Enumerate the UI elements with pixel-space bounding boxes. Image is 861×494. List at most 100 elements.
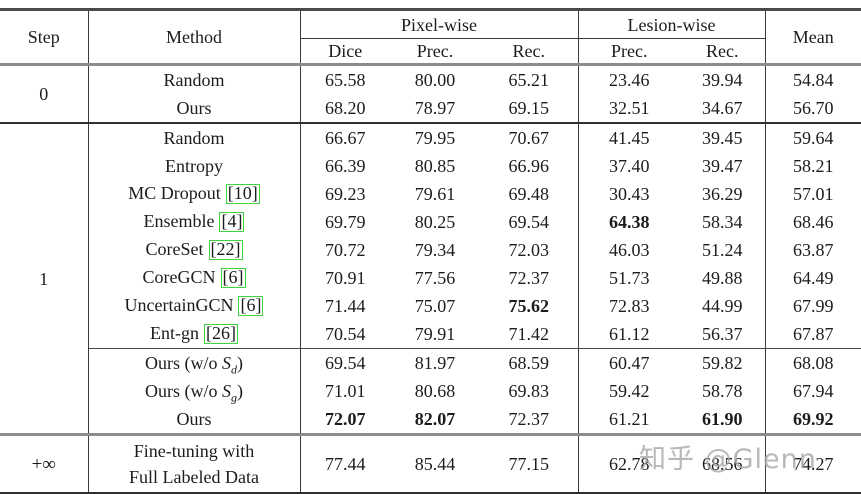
header-lesion-prec: Prec. xyxy=(611,41,648,61)
lesion-rec-cell: 49.88 xyxy=(680,264,766,292)
dice-cell: 70.54 xyxy=(325,324,366,344)
pixel-prec-cell: 85.44 xyxy=(390,433,480,493)
row-step1-entropy: Entropy 66.39 80.85 66.96 37.40 39.47 58… xyxy=(0,152,861,180)
pixel-prec-cell: 79.91 xyxy=(414,324,456,344)
pixel-rec-cell: 69.15 xyxy=(480,94,579,123)
method-cell: Random xyxy=(88,63,301,94)
mean-cell: 68.08 xyxy=(765,348,861,377)
method-paren: ) xyxy=(237,381,243,401)
pixel-rec-cell: 68.59 xyxy=(480,348,579,377)
pixel-prec-cell: 79.34 xyxy=(414,240,456,260)
method-cell: Ours xyxy=(88,94,301,123)
method-cell: Fine-tuning with Full Labeled Data xyxy=(88,433,301,493)
row-step1-ours: Ours 72.07 82.07 72.37 61.21 61.90 69.92 xyxy=(0,405,861,435)
lesion-prec-cell: 62.78 xyxy=(578,433,681,493)
header-mean: Mean xyxy=(792,27,834,47)
mean-cell: 68.46 xyxy=(793,212,834,232)
method-cell: CoreSet [22] xyxy=(88,236,301,264)
header-pixel-wise-group: Pixel-wise xyxy=(300,9,579,39)
mean-cell: 67.99 xyxy=(793,296,834,316)
method-cell: Ent-gn [26] xyxy=(88,320,301,349)
lesion-prec-cell: 30.43 xyxy=(609,184,650,204)
method-subscript: g xyxy=(231,390,237,405)
lesion-prec-cell: 41.45 xyxy=(578,122,681,152)
dice-cell: 71.44 xyxy=(325,296,366,316)
pixel-rec-cell: 66.96 xyxy=(480,152,579,180)
pixel-prec-cell: 81.97 xyxy=(390,348,480,377)
mean-cell: 67.87 xyxy=(793,324,834,344)
method-cell: Ours (w/o Sg) xyxy=(88,377,301,405)
citation-link: [4] xyxy=(219,211,245,232)
header-step: Step xyxy=(0,9,89,65)
pixel-prec-cell: 78.97 xyxy=(414,98,456,118)
lesion-rec-cell: 68.56 xyxy=(680,433,766,493)
row-step1-mc-dropout: MC Dropout [10] 69.23 79.61 69.48 30.43 3… xyxy=(0,180,861,208)
mean-cell: 59.64 xyxy=(765,122,861,152)
citation-link: [6] xyxy=(220,267,246,288)
pixel-rec-cell: 69.83 xyxy=(480,377,579,405)
lesion-prec-cell: 61.12 xyxy=(609,324,650,344)
mean-cell: 63.87 xyxy=(793,240,834,260)
header-method: Method xyxy=(88,9,301,65)
lesion-rec-cell: 58.34 xyxy=(680,208,766,236)
method-paren: ) xyxy=(237,353,243,373)
pixel-rec-cell: 69.48 xyxy=(480,180,579,208)
pixel-rec-cell: 70.67 xyxy=(480,122,579,152)
method-label: CoreSet xyxy=(145,239,204,260)
lesion-rec-cell: 44.99 xyxy=(680,292,766,320)
pixel-rec-cell: 72.37 xyxy=(480,405,579,435)
header-row-metrics: Dice Prec. Rec. Prec. Rec. xyxy=(0,38,861,65)
method-line-2: Full Labeled Data xyxy=(129,467,259,487)
row-step1-ensemble: Ensemble [4] 69.79 80.25 69.54 64.38 58.3… xyxy=(0,208,861,236)
header-lesion-wise-group: Lesion-wise xyxy=(578,9,766,39)
pixel-rec-cell: 69.54 xyxy=(480,208,579,236)
row-step1-random: 1 Random 66.67 79.95 70.67 41.45 39.45 5… xyxy=(0,122,861,435)
lesion-rec-cell: 56.37 xyxy=(680,320,766,349)
method-cell: Ours xyxy=(88,405,301,435)
row-step1-ent-gn: Ent-gn [26] 70.54 79.91 71.42 61.12 56.37… xyxy=(0,320,861,349)
lesion-prec-cell: 37.40 xyxy=(609,156,650,176)
method-label: Ours (w/o xyxy=(145,381,222,401)
pixel-prec-cell: 80.85 xyxy=(414,156,456,176)
header-pixel-prec: Prec. xyxy=(416,41,454,61)
lesion-rec-cell: 39.47 xyxy=(680,152,766,180)
results-table: Step Method Pixel-wise Lesion-wise Mean … xyxy=(0,8,861,494)
method-cell: Ours (w/o Sd) xyxy=(88,348,301,377)
lesion-prec-cell: 46.03 xyxy=(609,240,650,260)
zhihu-watermark: 知乎 @Glenn xyxy=(639,444,817,475)
row-full-data: +∞ Fine-tuning with Full Labeled Data 77… xyxy=(0,433,861,493)
method-symbol: S xyxy=(222,381,231,401)
lesion-prec-cell: 51.73 xyxy=(609,268,650,288)
mean-cell: 69.92 xyxy=(793,409,834,429)
dice-cell: 69.54 xyxy=(300,348,390,377)
method-label: MC Dropout xyxy=(128,183,221,204)
pixel-prec-cell: 77.56 xyxy=(414,268,456,288)
method-cell: Random xyxy=(88,122,301,152)
pixel-prec-cell: 80.68 xyxy=(414,381,456,401)
pixel-rec-cell: 72.37 xyxy=(480,264,579,292)
row-step0-random: 0 Random 65.58 80.00 65.21 23.46 39.94 5… xyxy=(0,63,861,123)
pixel-prec-cell: 80.25 xyxy=(414,212,456,232)
pixel-prec-cell: 80.00 xyxy=(390,63,480,94)
lesion-rec-cell: 39.94 xyxy=(680,63,766,94)
mean-cell: 64.49 xyxy=(793,268,834,288)
method-symbol: S xyxy=(222,353,231,373)
pixel-rec-cell: 72.03 xyxy=(480,236,579,264)
header-pixel-rec: Rec. xyxy=(480,38,579,65)
lesion-rec-cell: 36.29 xyxy=(680,180,766,208)
dice-cell: 70.72 xyxy=(325,240,366,260)
lesion-prec-cell: 61.21 xyxy=(609,409,650,429)
mean-cell: 58.21 xyxy=(793,156,834,176)
lesion-prec-cell: 59.42 xyxy=(609,381,650,401)
method-cell: UncertainGCN [6] xyxy=(88,292,301,320)
method-label: Ours (w/o xyxy=(145,353,222,373)
mean-cell: 57.01 xyxy=(793,184,834,204)
citation-link: [6] xyxy=(238,295,264,316)
lesion-rec-cell: 34.67 xyxy=(680,94,766,123)
lesion-prec-cell: 64.38 xyxy=(609,212,650,232)
header-row-groups: Step Method Pixel-wise Lesion-wise Mean xyxy=(0,9,861,65)
row-step1-coreset: CoreSet [22] 70.72 79.34 72.03 46.03 51.2… xyxy=(0,236,861,264)
pixel-rec-cell: 65.21 xyxy=(480,63,579,94)
lesion-rec-cell: 61.90 xyxy=(680,405,766,435)
method-label: CoreGCN xyxy=(142,267,216,288)
